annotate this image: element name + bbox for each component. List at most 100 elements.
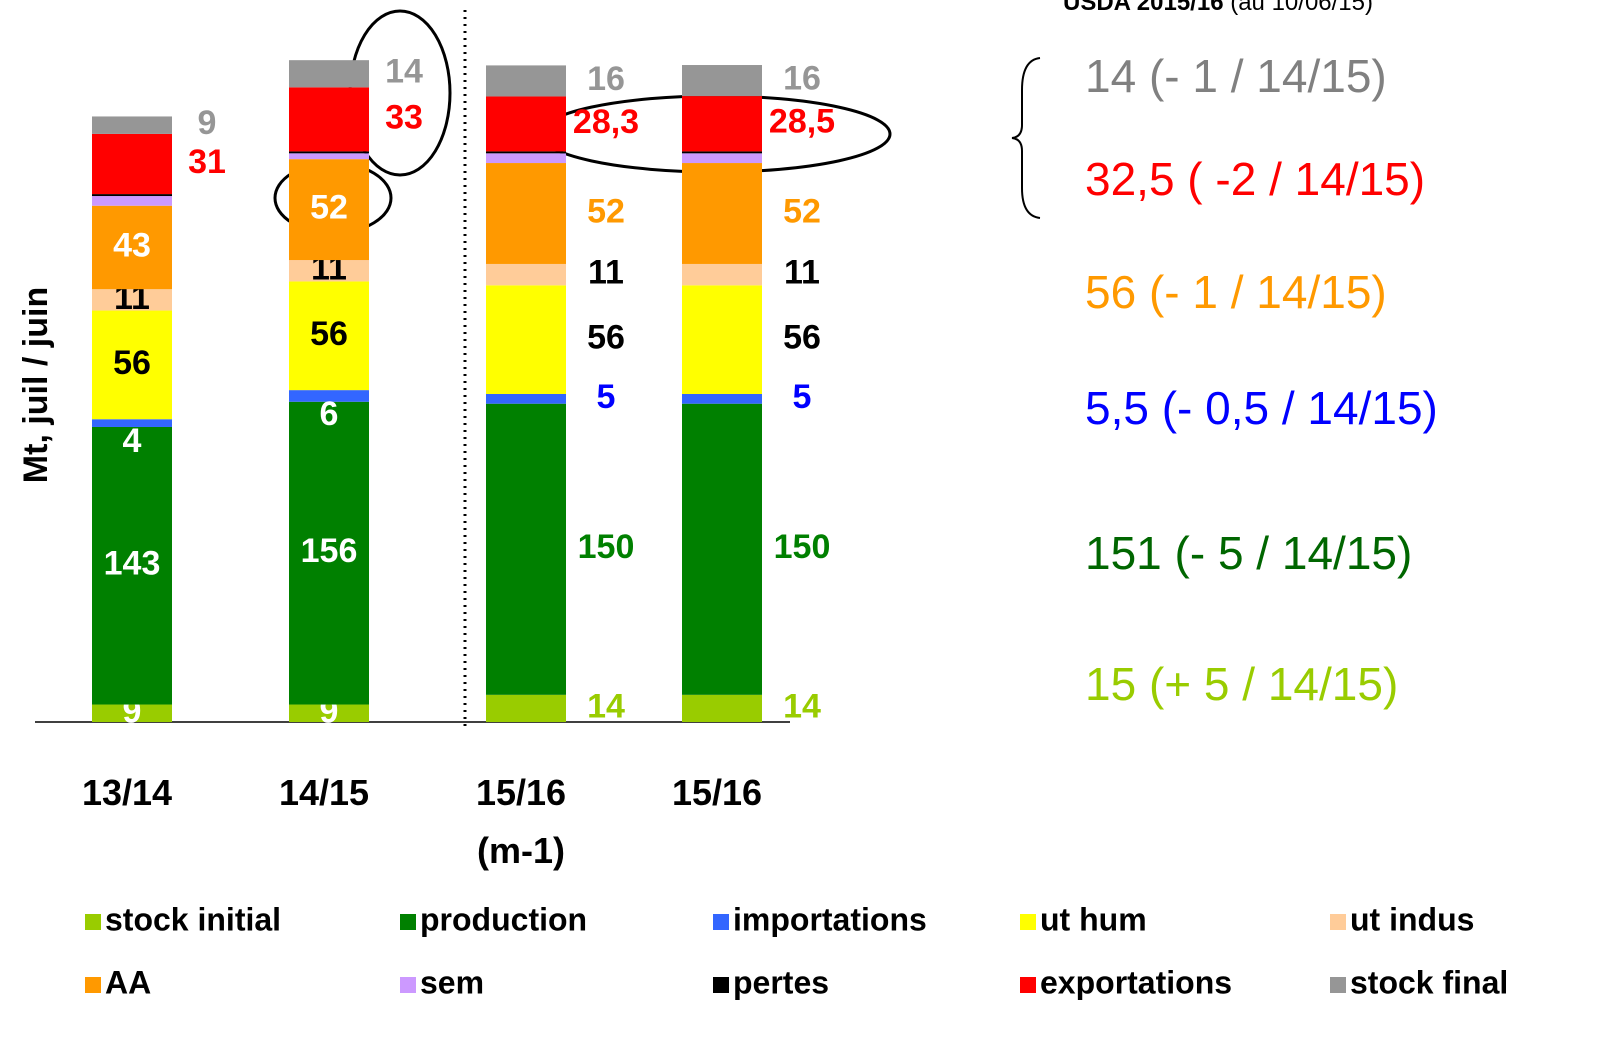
legend-swatch (1330, 977, 1346, 993)
bar-segment (289, 153, 369, 160)
legend-swatch (85, 914, 101, 930)
annotation: 151 (- 5 / 14/15) (1085, 527, 1412, 579)
data-label: 4 (123, 422, 142, 460)
bar-segment (682, 153, 762, 164)
bar-segment (92, 205, 172, 290)
bar-segment (486, 285, 566, 394)
data-label: 56 (783, 319, 821, 357)
data-label: 150 (578, 528, 635, 566)
data-label: 14 (385, 53, 423, 91)
legend-label: pertes (733, 964, 829, 1000)
legend-label: AA (105, 964, 151, 1000)
data-label: 11 (588, 254, 624, 292)
data-label: 28,3 (573, 103, 639, 141)
x-tick-label: 14/15 (279, 772, 369, 813)
legend-swatch (85, 977, 101, 993)
legend-label: stock initial (105, 901, 281, 937)
data-label: 56 (310, 315, 348, 353)
legend-swatch (1330, 914, 1346, 930)
legend-label: ut indus (1350, 901, 1474, 937)
bar-segment (289, 281, 369, 391)
bar-segment (92, 196, 172, 206)
legend-swatch (713, 914, 729, 930)
bar-segment (289, 260, 369, 282)
annotation: 5,5 (- 0,5 / 14/15) (1085, 382, 1438, 434)
data-label: 52 (783, 192, 821, 230)
annotation: 14 (- 1 / 14/15) (1085, 50, 1387, 102)
source-note: (au 10/06/15) (1230, 0, 1373, 16)
bar-segment (486, 151, 566, 154)
bar-segment (92, 426, 172, 705)
data-label: 52 (310, 189, 348, 227)
data-label: 14 (783, 687, 821, 725)
data-label: 16 (783, 60, 821, 98)
legend-swatch (400, 977, 416, 993)
data-label: 11 (784, 254, 820, 292)
legend-label: sem (420, 964, 484, 1000)
bar-segment (92, 289, 172, 311)
bar-segment (486, 65, 566, 97)
bar-segment (289, 151, 369, 154)
bar-segment (486, 96, 566, 152)
annotation: 56 (- 1 / 14/15) (1085, 266, 1387, 318)
bar-segment (289, 159, 369, 261)
source: USDA 2015/16 (au 10/06/15) (1063, 0, 1373, 16)
source-title: USDA 2015/16 (1063, 0, 1224, 16)
bar-segment (682, 285, 762, 394)
bar-segment (92, 116, 172, 134)
x-tick-label: 15/16 (m-1) (476, 772, 566, 871)
bar-segment (486, 694, 566, 722)
bar-segment (92, 419, 172, 427)
x-tick-label: 15/16 (672, 772, 762, 813)
bar-segment (92, 194, 172, 197)
data-label: 43 (113, 226, 151, 264)
data-label: 52 (587, 192, 625, 230)
bar-segment (289, 60, 369, 88)
data-label: 156 (301, 532, 358, 570)
bar-segment (486, 393, 566, 404)
bar-segment (682, 151, 762, 154)
bar-segment (682, 263, 762, 286)
annotation: 32,5 ( -2 / 14/15) (1085, 153, 1425, 205)
legend-label: ut hum (1040, 901, 1147, 937)
bar-segment (289, 390, 369, 402)
bar-segment (486, 153, 566, 164)
brace (1011, 57, 1041, 219)
bar-segment (486, 163, 566, 264)
legend-swatch (713, 977, 729, 993)
data-label: 56 (113, 344, 151, 382)
bar-segment (682, 163, 762, 264)
data-label: 150 (774, 528, 831, 566)
legend-label: stock final (1350, 964, 1508, 1000)
bar-segment (289, 401, 369, 705)
bar-segment (289, 704, 369, 722)
data-label: 33 (385, 98, 423, 136)
legend-swatch (1020, 977, 1036, 993)
x-tick-label-line: 13/14 (82, 772, 172, 813)
legend-swatch (1020, 914, 1036, 930)
y-label: Mt, juil / juin (17, 287, 55, 483)
data-label: 6 (320, 395, 339, 433)
legend-label: importations (733, 901, 927, 937)
data-label: 16 (587, 60, 625, 98)
bar-segment (92, 704, 172, 722)
legend-swatch (400, 914, 416, 930)
x-tick-label: 13/14 (82, 772, 172, 813)
data-label: 28,5 (769, 103, 835, 141)
bar-segment (682, 694, 762, 722)
bar-segment (486, 263, 566, 286)
bar-segment (682, 65, 762, 97)
bar-segment (92, 133, 172, 195)
x-tick-label-line: (m-1) (477, 830, 565, 871)
data-label: 5 (597, 378, 616, 416)
data-label: 5 (793, 378, 812, 416)
bar-segment (92, 310, 172, 420)
bar-segment (289, 87, 369, 152)
data-label: 9 (198, 104, 217, 142)
x-tick-label-line: 14/15 (279, 772, 369, 813)
x-tick-label-line: 15/16 (672, 772, 762, 813)
data-label: 14 (587, 687, 625, 725)
bar-segment (682, 96, 762, 152)
legend-label: production (420, 901, 587, 937)
